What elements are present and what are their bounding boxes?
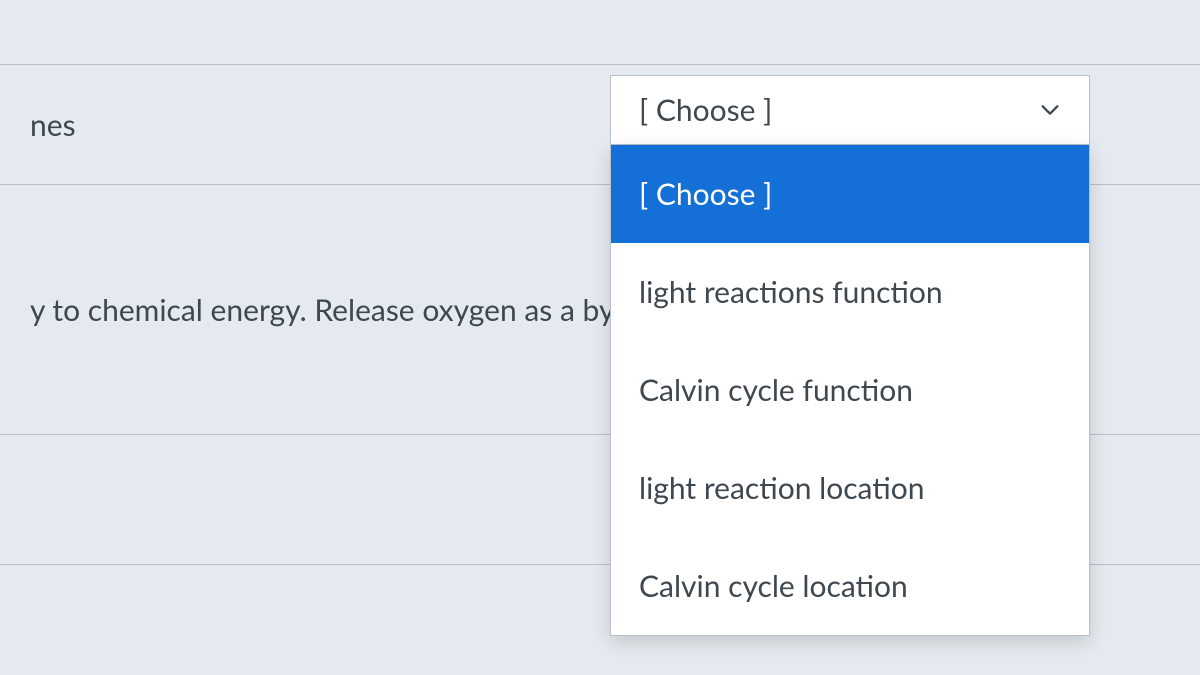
dropdown-option-label: light reactions function <box>639 274 943 310</box>
dropdown-option-label: light reaction location <box>639 470 925 506</box>
chevron-down-icon <box>1039 99 1061 121</box>
dropdown-selected-label: [ Choose ] <box>639 92 772 128</box>
matching-row <box>0 0 1200 65</box>
dropdown-trigger[interactable]: [ Choose ] <box>610 75 1090 145</box>
dropdown-option-light-reaction-location[interactable]: light reaction location <box>611 439 1089 537</box>
dropdown-option-calvin-cycle-location[interactable]: Calvin cycle location <box>611 537 1089 635</box>
dropdown-option-label: Calvin cycle function <box>639 372 913 408</box>
dropdown-option-label: [ Choose ] <box>639 176 772 212</box>
answer-dropdown: [ Choose ] [ Choose ] light reactions fu… <box>610 75 1090 636</box>
dropdown-menu: [ Choose ] light reactions function Calv… <box>610 145 1090 636</box>
dropdown-option-placeholder[interactable]: [ Choose ] <box>611 145 1089 243</box>
dropdown-option-light-reactions-function[interactable]: light reactions function <box>611 243 1089 341</box>
dropdown-option-label: Calvin cycle location <box>639 568 908 604</box>
dropdown-option-calvin-cycle-function[interactable]: Calvin cycle function <box>611 341 1089 439</box>
